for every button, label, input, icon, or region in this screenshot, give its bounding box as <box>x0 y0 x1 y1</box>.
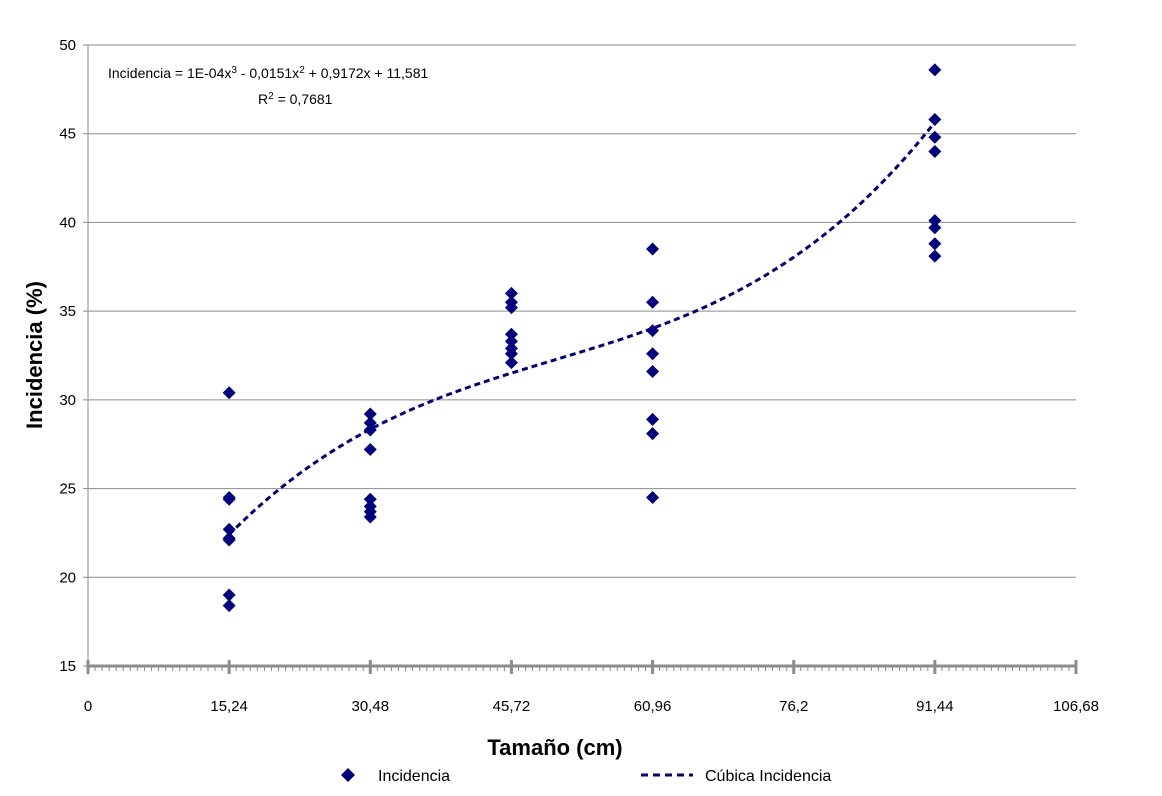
data-point <box>363 443 377 457</box>
data-point <box>222 533 236 547</box>
data-point <box>222 492 236 506</box>
data-point <box>363 510 377 524</box>
y-tick-label: 30 <box>59 392 76 409</box>
data-point <box>928 144 942 158</box>
data-point <box>646 347 660 361</box>
data-point <box>504 301 518 315</box>
data-point <box>504 356 518 370</box>
data-point <box>363 492 377 506</box>
x-tick-label: 30,48 <box>352 698 390 715</box>
data-point <box>363 407 377 421</box>
axes: 15 20 25 30 35 40 45 50 0 15,24 30,48 45,72 60,96 76,… <box>59 37 1099 715</box>
x-tick-label: 45,72 <box>493 698 531 715</box>
legend: Incidencia Cúbica Incidencia <box>341 768 831 785</box>
data-point <box>222 599 236 613</box>
data-point <box>646 412 660 426</box>
x-tick-label: 106,68 <box>1053 698 1099 715</box>
y-tick-label: 15 <box>59 658 76 675</box>
data-point <box>504 347 518 361</box>
data-point <box>504 334 518 348</box>
y-tick-label: 25 <box>59 481 76 498</box>
y-tick-label: 35 <box>59 303 76 320</box>
y-tick-label: 45 <box>59 126 76 143</box>
data-point <box>646 364 660 378</box>
x-axis-title: Tamaño (cm) <box>487 735 622 760</box>
y-axis-title: Incidencia (%) <box>22 281 47 429</box>
data-point <box>928 130 942 144</box>
data-point <box>646 295 660 309</box>
legend-marker-incidencia <box>341 768 355 782</box>
data-point <box>928 249 942 263</box>
x-tick-label: 91,44 <box>916 698 954 715</box>
data-point <box>928 237 942 251</box>
data-point <box>928 214 942 228</box>
x-tick-label: 60,96 <box>634 698 672 715</box>
legend-label-cubica: Cúbica Incidencia <box>705 768 831 785</box>
equation-label: Incidencia = 1E-04x3 - 0,0151x2 + 0,9172… <box>108 65 428 82</box>
grid-lines <box>88 44 1076 578</box>
trendline-cubica <box>228 121 937 536</box>
data-point <box>504 286 518 300</box>
x-tick-label: 15,24 <box>210 698 248 715</box>
data-point <box>646 242 660 256</box>
y-tick-label: 40 <box>59 214 76 231</box>
data-point <box>222 588 236 602</box>
data-point <box>646 490 660 504</box>
data-point <box>222 386 236 400</box>
data-point <box>646 427 660 441</box>
data-point <box>222 522 236 536</box>
y-tick-label: 50 <box>59 37 76 54</box>
trendline-layer <box>228 121 937 536</box>
data-point <box>928 63 942 77</box>
data-point <box>363 423 377 437</box>
legend-label-incidencia: Incidencia <box>378 768 450 785</box>
x-tick-label: 76,2 <box>779 698 808 715</box>
r-squared-label: R2 = 0,7681 <box>258 91 333 108</box>
data-point <box>363 416 377 430</box>
data-points <box>222 63 942 613</box>
data-point <box>928 113 942 127</box>
data-point <box>646 324 660 338</box>
data-point <box>928 221 942 235</box>
y-tick-label: 20 <box>59 569 76 586</box>
data-point <box>504 327 518 341</box>
x-tick-label: 0 <box>84 698 92 715</box>
